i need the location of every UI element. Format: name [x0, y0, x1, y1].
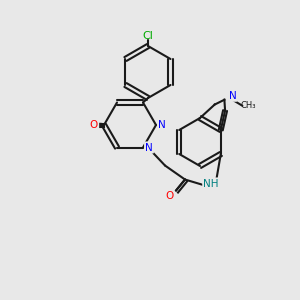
Text: O: O — [90, 120, 98, 130]
Text: N: N — [145, 142, 153, 152]
Text: NH: NH — [203, 178, 219, 188]
Text: CH₃: CH₃ — [241, 101, 256, 110]
Text: N: N — [229, 91, 236, 101]
Text: N: N — [158, 120, 166, 130]
Text: O: O — [165, 190, 173, 200]
Text: Cl: Cl — [142, 31, 153, 41]
